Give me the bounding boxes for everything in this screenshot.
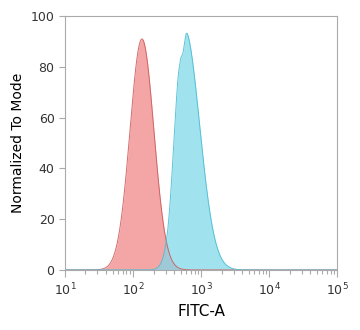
Y-axis label: Normalized To Mode: Normalized To Mode xyxy=(11,73,25,213)
X-axis label: FITC-A: FITC-A xyxy=(177,304,225,319)
